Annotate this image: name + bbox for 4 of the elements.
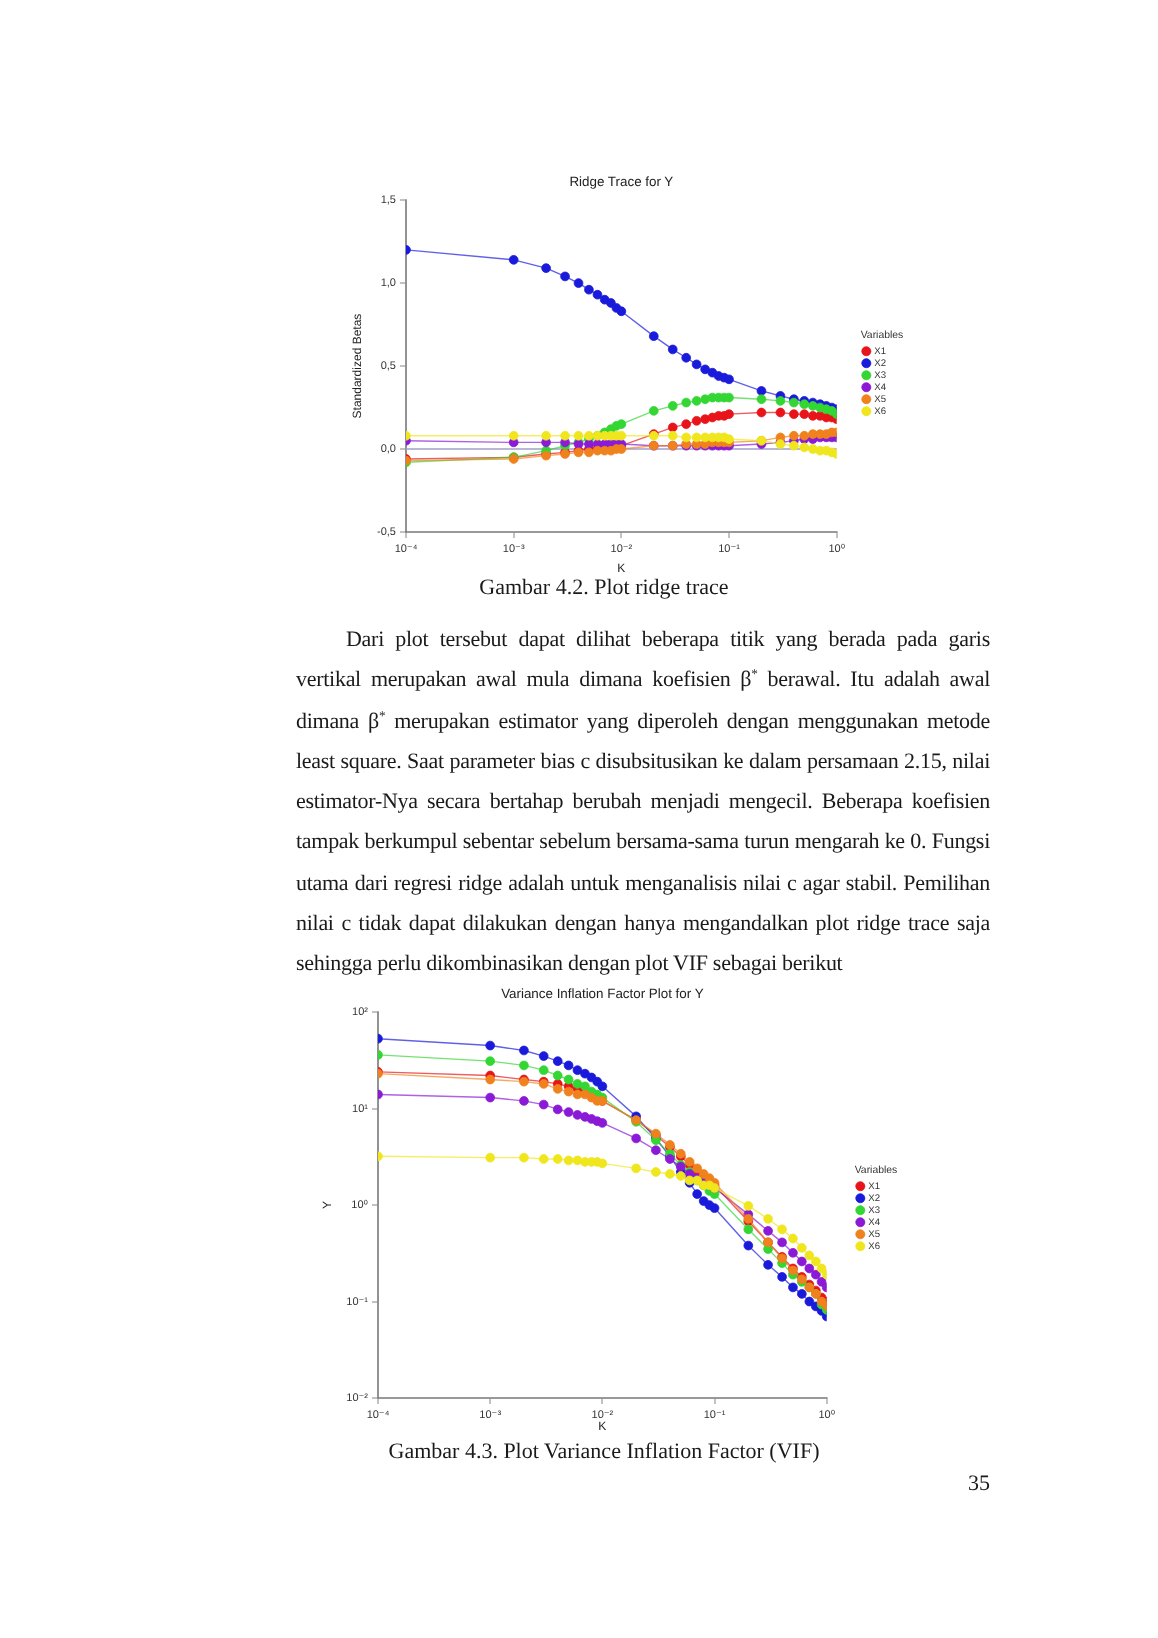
text: Dari plot tersebut dapat dilihat beberapa titik yang berada pada garis vertikal merupakan awal mula dimana koefisien β$^{*}$ berawal. Itu adalah awal dimana β$^{*}$ merupakan estimator yang diperoleh dengan menggunakan metode least square. Saat parameter bias c disubsitusikan ke dalam persamaan 2.15, nilai estimator-Nya secara bertahap berubah menjadi mengecil. Beberapa koefisien tampak berkumpul sebentar sebelum bersama-sama turun mengarah ke 0. Fungsi utama dari regresi ridge adalah untuk menganalisis nilai c agar stabil. Pemilihan nilai c tidak dapat dilakukan dengan hanya mengandalkan plot ridge trace saja sehingga perlu dikombinasikan dengan plot VIF sebagai berikut [296, 628, 991, 977]
text: 35 [966, 1470, 990, 1498]
text: Gambar 4.2. Plot ridge trace [477, 574, 731, 602]
text: Gambar 4.3. Plot Variance Inflation Factor (VIF) [386, 1438, 822, 1466]
